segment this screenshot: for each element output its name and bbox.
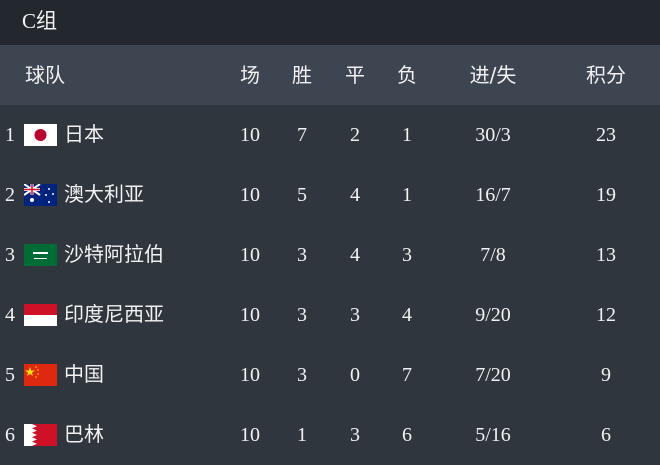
table-row: 4 印度尼西亚 10 3 3 4 9/20 12: [0, 285, 660, 345]
drawn-cell: 0: [350, 364, 360, 386]
drawn-cell: 3: [350, 304, 360, 326]
won-cell: 7: [297, 124, 307, 146]
china-flag-icon: [24, 364, 57, 386]
played-cell: 10: [240, 424, 260, 446]
group-title: C组: [0, 0, 660, 45]
played-cell: 10: [240, 364, 260, 386]
won-cell: 3: [297, 364, 307, 386]
goals-cell: 7/20: [475, 364, 511, 386]
points-cell: 12: [596, 304, 616, 326]
australia-flag-icon: [24, 184, 57, 206]
goals-cell: 5/16: [475, 424, 511, 446]
header-won: 胜: [292, 63, 312, 87]
standings-table: 1 日本 10 7 2 1 30/3 23 2 澳大利亚 10 5 4 1 16/7 19 3 沙特阿拉伯 1…: [0, 105, 660, 465]
team-name: 沙特阿拉伯: [64, 242, 164, 266]
played-cell: 10: [240, 124, 260, 146]
lost-cell: 6: [402, 424, 412, 446]
header-lost: 负: [397, 63, 417, 87]
won-cell: 5: [297, 184, 307, 206]
rank: 4: [5, 304, 15, 326]
header-drawn: 平: [345, 63, 365, 87]
header-played: 场: [240, 63, 260, 87]
rank: 2: [5, 184, 15, 206]
goals-cell: 7/8: [480, 244, 506, 266]
rank: 6: [5, 424, 15, 446]
saudi-arabia-flag-icon: [24, 244, 57, 266]
goals-cell: 30/3: [475, 124, 511, 146]
played-cell: 10: [240, 244, 260, 266]
played-cell: 10: [240, 184, 260, 206]
table-row: 2 澳大利亚 10 5 4 1 16/7 19: [0, 165, 660, 225]
team-name: 日本: [64, 122, 104, 146]
indonesia-flag-icon: [24, 304, 57, 326]
lost-cell: 1: [402, 184, 412, 206]
table-row: 3 沙特阿拉伯 10 3 4 3 7/8 13: [0, 225, 660, 285]
team-name: 印度尼西亚: [64, 302, 164, 326]
goals-cell: 9/20: [475, 304, 511, 326]
japan-flag-icon: [24, 124, 57, 146]
table-header: 球队 场 胜 平 负 进/失 积分: [0, 45, 660, 105]
header-points: 积分: [586, 63, 626, 87]
lost-cell: 3: [402, 244, 412, 266]
rank: 5: [5, 364, 15, 386]
points-cell: 9: [601, 364, 611, 386]
drawn-cell: 4: [350, 244, 360, 266]
played-cell: 10: [240, 304, 260, 326]
lost-cell: 1: [402, 124, 412, 146]
rank: 3: [5, 244, 15, 266]
lost-cell: 7: [402, 364, 412, 386]
table-row: 6 巴林 10 1 3 6 5/16 6: [0, 405, 660, 465]
points-cell: 6: [601, 424, 611, 446]
won-cell: 3: [297, 244, 307, 266]
goals-cell: 16/7: [475, 184, 511, 206]
drawn-cell: 2: [350, 124, 360, 146]
points-cell: 23: [596, 124, 616, 146]
table-row: 1 日本 10 7 2 1 30/3 23: [0, 105, 660, 165]
rank: 1: [5, 124, 15, 146]
drawn-cell: 4: [350, 184, 360, 206]
bahrain-flag-icon: [24, 424, 57, 446]
table-row: 5 中国 10 3 0 7 7/20 9: [0, 345, 660, 405]
drawn-cell: 3: [350, 424, 360, 446]
points-cell: 13: [596, 244, 616, 266]
won-cell: 1: [297, 424, 307, 446]
lost-cell: 4: [402, 304, 412, 326]
team-name: 巴林: [64, 422, 104, 446]
team-name: 澳大利亚: [64, 182, 144, 206]
header-goals: 进/失: [469, 63, 517, 87]
points-cell: 19: [596, 184, 616, 206]
header-team: 球队: [25, 63, 65, 87]
team-name: 中国: [64, 362, 104, 386]
won-cell: 3: [297, 304, 307, 326]
